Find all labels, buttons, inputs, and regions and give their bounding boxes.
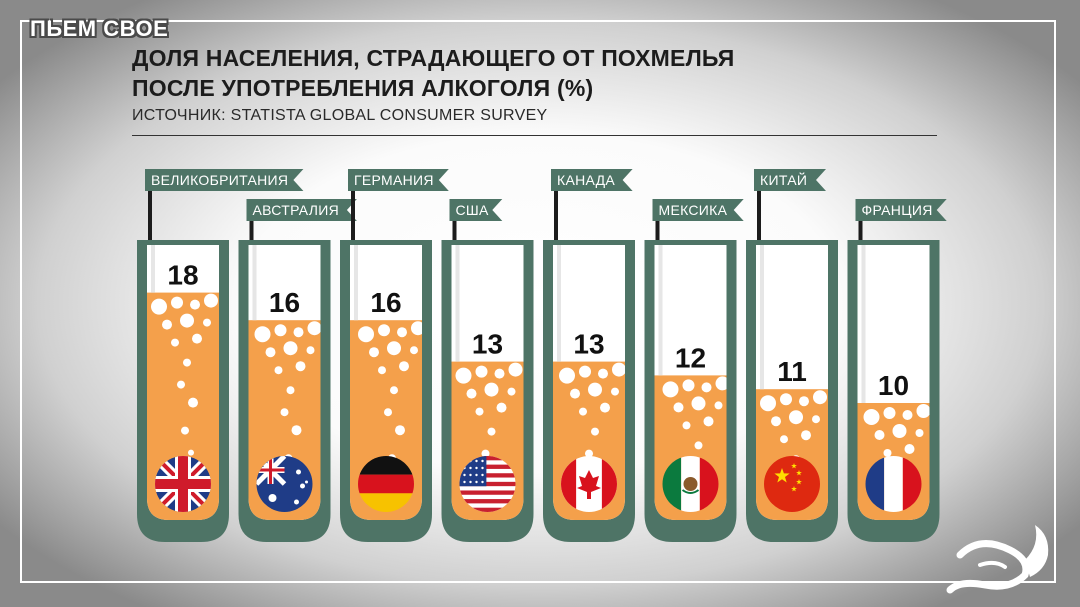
country-label: ГЕРМАНИЯ xyxy=(354,172,434,188)
country-label: ВЕЛИКОБРИТАНИЯ xyxy=(151,172,288,188)
country-flag-banner xyxy=(145,169,304,191)
glass-highlight xyxy=(455,245,460,362)
value-label: 11 xyxy=(777,356,807,387)
flag-pole xyxy=(148,169,152,240)
country-label: АВСТРАЛИЯ xyxy=(253,202,340,218)
tube-group: ГЕРМАНИЯ 16 xyxy=(340,169,449,542)
value-label: 13 xyxy=(472,329,503,360)
country-flag-banner xyxy=(246,199,357,221)
bubbles xyxy=(151,293,218,456)
tube-group: США 13 xyxy=(441,199,534,542)
flag-pole xyxy=(757,169,761,240)
bubbles xyxy=(455,362,523,458)
canada-flag-icon xyxy=(561,456,617,512)
value-label: 18 xyxy=(167,260,198,291)
country-label: ФРАНЦИЯ xyxy=(862,202,933,218)
usa-flag-icon xyxy=(459,456,516,512)
country-label: КАНАДА xyxy=(557,172,615,188)
country-label: КИТАЙ xyxy=(760,171,807,188)
divider xyxy=(132,135,937,136)
glass-highlight xyxy=(151,245,155,293)
country-label: МЕКСИКА xyxy=(659,202,728,218)
chart-title-line-1: ДОЛЯ НАСЕЛЕНИЯ, СТРАДАЮЩЕГО ОТ ПОХМЕЛЬЯ xyxy=(132,45,735,71)
brand-logo-text: ПЬЕМ СВОЕ xyxy=(30,16,169,41)
value-label: 16 xyxy=(370,287,401,318)
bubbles xyxy=(254,321,321,463)
bubbles xyxy=(662,376,727,450)
value-label: 12 xyxy=(675,342,706,373)
glass-highlight xyxy=(658,245,663,376)
value-label: 16 xyxy=(269,287,300,318)
glass-highlight xyxy=(861,245,866,403)
uk-flag-icon xyxy=(155,456,211,512)
bubbles xyxy=(760,390,827,464)
glass-highlight xyxy=(760,245,764,390)
country-flag-banner xyxy=(449,199,503,221)
country-flag-banner xyxy=(652,199,744,221)
white-frame xyxy=(20,20,1056,583)
country-flag-banner xyxy=(855,199,947,221)
chart-title-line-2: ПОСЛЕ УПОТРЕБЛЕНИЯ АЛКОГОЛЯ (%) xyxy=(132,75,594,101)
tube-group: ВЕЛИКОБРИТАНИЯ 18 xyxy=(137,169,304,542)
flag-pole xyxy=(554,169,558,240)
value-label: 10 xyxy=(878,370,909,401)
glass-highlight xyxy=(557,245,561,362)
bubbles xyxy=(863,404,930,457)
tube-group: ФРАНЦИЯ 10 xyxy=(847,199,947,542)
china-flag-icon xyxy=(764,456,820,512)
country-label: США xyxy=(456,202,490,218)
australia-flag-icon xyxy=(256,456,313,512)
country-flag-banner xyxy=(348,169,449,191)
glass-highlight xyxy=(354,245,358,321)
flag-pole xyxy=(351,169,355,240)
glass-highlight xyxy=(252,245,257,321)
tube-group: КИТАЙ 11 xyxy=(746,169,838,542)
country-flag-banner xyxy=(551,169,633,191)
country-flag-banner xyxy=(754,169,826,191)
tube-group: АВСТРАЛИЯ 16 xyxy=(238,199,357,542)
mexico-flag-icon xyxy=(662,456,719,512)
chart-source: ИСТОЧНИК: STATISTA GLOBAL CONSUMER SURVE… xyxy=(132,107,548,124)
tube-group: МЕКСИКА 12 xyxy=(644,199,744,542)
bubbles xyxy=(559,362,625,458)
france-flag-icon xyxy=(865,456,922,512)
value-label: 13 xyxy=(573,329,604,360)
bubbles xyxy=(358,321,422,463)
wine-glass-logo-icon xyxy=(946,525,1049,594)
tube-group: КАНАДА 13 xyxy=(543,169,635,542)
germany-flag-icon xyxy=(358,456,414,512)
